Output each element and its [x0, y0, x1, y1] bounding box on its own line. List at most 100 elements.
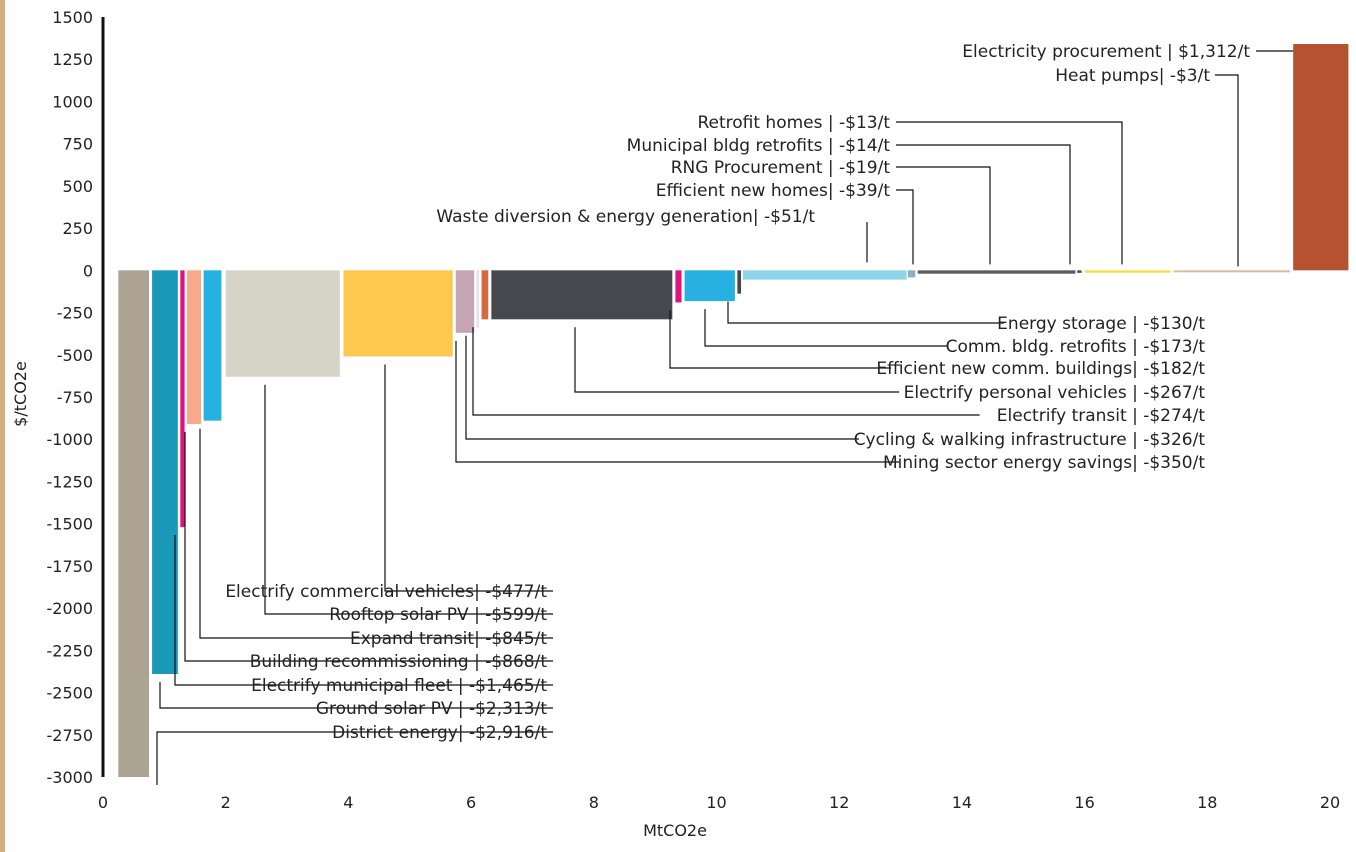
bar-label: Building recommissioning | -$868/t: [250, 652, 548, 672]
bar-label: Efficient new comm. buildings| -$182/t: [876, 359, 1205, 379]
x-tick-labels: 0 2 4 6 8 10 12 14 16 18 20: [98, 793, 1340, 812]
x-tick-label: 10: [706, 793, 726, 812]
bar-6: [343, 270, 453, 357]
bar-16: [917, 270, 1076, 274]
bar-label: Mining sector energy savings| -$350/t: [883, 453, 1205, 473]
leader-line: [896, 121, 1123, 265]
y-tick-label: -2500: [47, 684, 94, 703]
y-tick-label: -2250: [47, 641, 94, 660]
leader-line: [455, 340, 900, 463]
y-tick-label: -1000: [47, 430, 94, 449]
bar-14: [742, 270, 907, 280]
leader-line: [184, 432, 553, 662]
y-tick-label: 1500: [52, 8, 93, 27]
bar-label: Expand transit| -$845/t: [350, 629, 547, 649]
bar-label: Energy storage | -$130/t: [997, 314, 1205, 334]
y-tick-label: -1250: [47, 472, 94, 491]
bar-2: [180, 270, 185, 528]
leader-line: [727, 301, 1004, 324]
y-tick-label: 500: [62, 177, 93, 196]
leader-line: [199, 428, 553, 639]
x-tick-label: 6: [466, 793, 476, 812]
leader-line: [264, 384, 553, 615]
leader-line: [465, 335, 859, 440]
bar-label: Retrofit homes | -$13/t: [697, 113, 890, 133]
bar-1: [152, 270, 178, 674]
bar-20: [1293, 44, 1349, 271]
y-tick-label: -500: [57, 346, 93, 365]
bar-17: [1077, 270, 1082, 273]
bar-label: Municipal bldg retrofits | -$14/t: [627, 136, 891, 156]
leader-line: [704, 309, 948, 347]
bar-18: [1084, 270, 1171, 273]
bar-label: RNG Procurement | -$19/t: [671, 158, 891, 178]
bar-3: [187, 270, 202, 425]
x-axis-label: MtCO2e: [643, 821, 707, 840]
y-axis-label: $/tCO2e: [11, 361, 30, 427]
bar-10: [491, 270, 673, 320]
x-tick-label: 4: [343, 793, 353, 812]
x-tick-label: 8: [589, 793, 599, 812]
x-tick-label: 16: [1074, 793, 1094, 812]
bar-15: [907, 270, 916, 278]
y-tick-label: -2000: [47, 599, 94, 618]
bar-11: [675, 270, 682, 303]
leader-lines: [156, 50, 1294, 785]
leader-line: [1215, 74, 1239, 267]
bar-label: Efficient new homes| -$39/t: [656, 181, 891, 201]
bar-12: [684, 270, 735, 302]
y-tick-label: 1000: [52, 92, 93, 111]
y-tick-label: 0: [83, 261, 93, 280]
y-tick-label: -3000: [47, 768, 94, 787]
leader-line: [574, 327, 900, 393]
x-tick-label: 14: [952, 793, 972, 812]
bar-13: [737, 270, 742, 294]
bar-5: [225, 270, 340, 377]
bar-label: Electrify transit | -$274/t: [997, 406, 1206, 426]
bars-layer: [118, 44, 1349, 777]
leader-line: [384, 364, 553, 592]
leader-line: [896, 144, 1071, 265]
y-tick-label: -750: [57, 388, 93, 407]
leader-line: [174, 535, 553, 686]
y-tick-label: 750: [62, 135, 93, 154]
bar-label: District energy| -$2,916/t: [332, 723, 547, 743]
x-tick-label: 0: [98, 793, 108, 812]
x-tick-label: 18: [1197, 793, 1217, 812]
bar-label: Electrify personal vehicles | -$267/t: [904, 383, 1206, 403]
bar-label: Heat pumps| -$3/t: [1055, 66, 1210, 86]
bar-label: Rooftop solar PV | -$599/t: [329, 605, 547, 625]
bar-0: [118, 270, 150, 777]
leader-line: [472, 327, 980, 416]
bar-9: [481, 270, 489, 320]
leader-line: [896, 166, 991, 265]
bar-label: Waste diversion & energy generation| -$5…: [436, 207, 815, 227]
leader-line: [159, 681, 553, 709]
bar-label: Electrify municipal fleet | -$1,465/t: [251, 676, 547, 696]
leader-line: [156, 731, 553, 785]
y-tick-label: -1500: [47, 515, 94, 534]
bar-7: [455, 270, 475, 333]
bar-8: [476, 270, 480, 328]
y-tick-labels: 1500 1250 1000 750 500 250 0 -250 -500 -750 -1000 -…: [47, 8, 94, 787]
bar-label: Cycling & walking infrastructure | -$326…: [854, 430, 1206, 450]
y-tick-label: 250: [62, 219, 93, 238]
y-tick-label: -250: [57, 304, 93, 323]
bar-label: Comm. bldg. retrofits | -$173/t: [946, 337, 1206, 357]
x-tick-label: 2: [221, 793, 231, 812]
y-tick-label: -2750: [47, 726, 94, 745]
bar-4: [203, 270, 222, 421]
y-tick-label: -1750: [47, 557, 94, 576]
bar-label: Electrify commercial vehicles| -$477/t: [225, 582, 547, 602]
left-accent-bar: [0, 0, 5, 852]
x-tick-label: 20: [1320, 793, 1340, 812]
bar-19: [1173, 270, 1291, 273]
bar-labels: District energy| -$2,916/t Ground solar P…: [225, 42, 1250, 743]
bar-label: Electricity procurement | $1,312/t: [962, 42, 1250, 62]
leader-line: [669, 310, 892, 369]
x-tick-label: 12: [829, 793, 849, 812]
leader-line: [896, 189, 914, 265]
bar-label: Ground solar PV | -$2,313/t: [316, 699, 547, 719]
